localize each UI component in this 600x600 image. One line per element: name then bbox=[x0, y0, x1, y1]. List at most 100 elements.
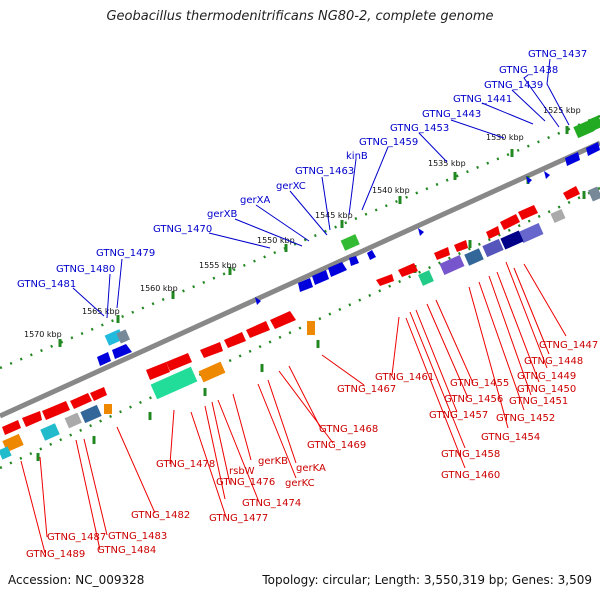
gene-arrow bbox=[42, 401, 70, 420]
reverse-genes[interactable] bbox=[0, 186, 600, 460]
lower-scale-track bbox=[0, 186, 600, 470]
scale-label: 1525 kbp bbox=[543, 106, 581, 115]
gene-label: GTNG_1467 bbox=[337, 384, 396, 395]
gene-label: GTNG_1483 bbox=[108, 531, 167, 542]
gene-label: GTNG_1439 bbox=[484, 80, 543, 91]
gene-label: GTNG_1460 bbox=[441, 470, 500, 481]
gene-box bbox=[439, 255, 465, 275]
gene-label: GTNG_1437 bbox=[528, 49, 587, 60]
gene-label: GTNG_1478 bbox=[156, 459, 215, 470]
gene-label: GTNG_1457 bbox=[429, 410, 488, 421]
gene-label: gerKB bbox=[258, 456, 288, 467]
gene-box bbox=[550, 208, 566, 224]
gene-arrow bbox=[454, 240, 468, 252]
scale-labels: 1525 kbp 1530 kbp 1535 kbp 1540 kbp 1545… bbox=[24, 106, 581, 339]
gene-label: GTNG_1481 bbox=[17, 279, 76, 290]
gene-box bbox=[40, 423, 60, 441]
map-title: Geobacillus thermodenitrificans NG80-2, … bbox=[106, 9, 494, 24]
gene-box bbox=[64, 412, 82, 429]
gene-label: GTNG_1447 bbox=[539, 340, 598, 351]
gene-label: GTNG_1476 bbox=[216, 477, 275, 488]
scale-label: 1550 kbp bbox=[257, 236, 295, 245]
gene-label: GTNG_1455 bbox=[450, 378, 509, 389]
gene-label: GTNG_1479 bbox=[96, 248, 155, 259]
gene-arrow bbox=[526, 176, 532, 184]
gene-arrow bbox=[246, 321, 270, 338]
gene-label: gerKC bbox=[285, 478, 315, 489]
gene-arrow bbox=[418, 228, 424, 236]
bottom-gene-labels-left: GTNG_1468 GTNG_1469 gerKA gerKC gerKB GT… bbox=[26, 424, 378, 560]
gene-box bbox=[340, 234, 360, 251]
gene-box bbox=[307, 321, 315, 335]
gene-label: GTNG_1450 bbox=[517, 384, 576, 395]
gene-label: GTNG_1477 bbox=[209, 513, 268, 524]
top-gene-labels: GTNG_1437 GTNG_1438 GTNG_1439 GTNG_1441 … bbox=[17, 49, 587, 290]
genome-backbone bbox=[0, 140, 600, 419]
scale-label: 1540 kbp bbox=[372, 186, 410, 195]
gene-label: GTNG_1438 bbox=[499, 65, 558, 76]
gene-arrow bbox=[298, 278, 313, 292]
gene-arrow bbox=[328, 262, 347, 277]
gene-label: GTNG_1441 bbox=[453, 94, 512, 105]
gene-label: GTNG_1459 bbox=[359, 137, 418, 148]
scale-label: 1530 kbp bbox=[486, 133, 524, 142]
bottom-gene-labels-right: GTNG_1447 GTNG_1448 GTNG_1449 GTNG_1450 … bbox=[337, 340, 598, 481]
accession-text: Accession: NC_009328 bbox=[8, 573, 145, 587]
gene-arrow bbox=[398, 263, 418, 277]
gene-label: GTNG_1451 bbox=[509, 396, 568, 407]
gene-box bbox=[150, 366, 198, 400]
scale-label: 1570 kbp bbox=[24, 330, 62, 339]
gene-label: gerXB bbox=[207, 209, 237, 220]
gene-arrow bbox=[565, 152, 580, 166]
genome-stats-text: Topology: circular; Length: 3,550,319 bp… bbox=[262, 573, 592, 587]
gene-arrow bbox=[544, 171, 550, 179]
gene-arrow bbox=[200, 342, 223, 358]
gene-label: GTNG_1443 bbox=[422, 109, 481, 120]
gene-arrow bbox=[224, 332, 246, 348]
gene-box bbox=[418, 270, 434, 286]
gene-label: gerXA bbox=[240, 195, 270, 206]
scale-label: 1565 kbp bbox=[82, 307, 120, 316]
gene-label: GTNG_1458 bbox=[441, 449, 500, 460]
gene-box bbox=[116, 329, 131, 344]
gene-label: kinB bbox=[346, 151, 368, 162]
gene-box bbox=[0, 446, 12, 460]
gene-label: GTNG_1482 bbox=[131, 510, 190, 521]
gene-arrow bbox=[376, 274, 394, 286]
gene-label: rsbW bbox=[229, 466, 255, 477]
gene-arrow bbox=[563, 186, 580, 200]
gene-label: GTNG_1452 bbox=[496, 413, 555, 424]
gene-arrow bbox=[90, 387, 107, 401]
gene-label: GTNG_1469 bbox=[307, 440, 366, 451]
gene-arrow bbox=[349, 256, 359, 266]
gene-arrow bbox=[70, 393, 92, 409]
gene-box bbox=[198, 361, 226, 383]
top-leader-lines bbox=[72, 58, 570, 319]
gene-label: GTNG_1448 bbox=[524, 356, 583, 367]
gene-arrow bbox=[434, 247, 450, 260]
scale-label: 1560 kbp bbox=[140, 284, 178, 293]
gene-box bbox=[573, 119, 595, 139]
gene-box bbox=[587, 186, 600, 202]
gene-box bbox=[464, 248, 484, 266]
gene-label: GTNG_1480 bbox=[56, 264, 115, 275]
gene-label: gerKA bbox=[296, 463, 326, 474]
gene-arrow bbox=[146, 362, 170, 380]
gene-arrow bbox=[97, 352, 111, 366]
gene-arrow bbox=[586, 142, 600, 156]
bottom-leader-lines bbox=[20, 261, 567, 554]
scale-label: 1555 kbp bbox=[199, 261, 237, 270]
gene-label: GTNG_1474 bbox=[242, 498, 301, 509]
gene-label: GTNG_1487 bbox=[47, 532, 106, 543]
gene-label: GTNG_1456 bbox=[444, 394, 503, 405]
gene-box bbox=[482, 238, 504, 258]
gene-label: GTNG_1454 bbox=[481, 432, 540, 443]
gene-label: GTNG_1470 bbox=[153, 224, 212, 235]
gene-box bbox=[518, 223, 544, 243]
gene-arrow bbox=[166, 353, 192, 371]
gene-box bbox=[500, 230, 524, 250]
scale-label: 1545 kbp bbox=[315, 211, 353, 220]
gene-arrow bbox=[22, 411, 42, 427]
gene-arrow bbox=[270, 311, 296, 329]
